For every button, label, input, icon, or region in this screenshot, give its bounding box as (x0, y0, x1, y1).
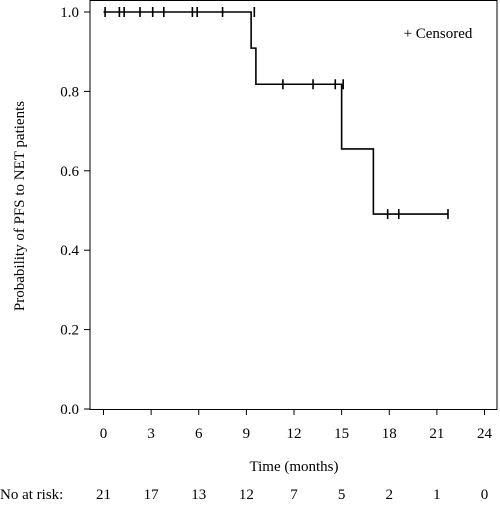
x-axis-ticks: 0 3 6 9 12 15 18 21 24 (100, 409, 493, 442)
x-tick-label: 24 (477, 426, 493, 442)
x-tick-label: 18 (382, 426, 397, 442)
risk-count: 0 (481, 487, 489, 503)
survival-step-line (103, 11, 448, 215)
y-tick-label: 0.4 (60, 243, 79, 259)
risk-count: 5 (338, 487, 346, 503)
x-tick-label: 15 (334, 426, 349, 442)
y-axis-ticks: 0.0 0.2 0.4 0.6 0.8 1.0 (60, 5, 90, 418)
x-tick-label: 0 (100, 426, 108, 442)
x-tick-label: 3 (147, 426, 155, 442)
y-tick-label: 0.2 (60, 323, 79, 339)
x-tick-label: 21 (429, 426, 444, 442)
x-tick-label: 6 (195, 426, 203, 442)
x-tick-label: 12 (287, 426, 302, 442)
censor-marks (104, 7, 449, 220)
y-tick-label: 0.6 (60, 164, 79, 180)
x-tick-label: 9 (243, 426, 251, 442)
risk-count: 12 (239, 487, 254, 503)
risk-table-label: No at risk: (0, 487, 63, 503)
x-axis-label: Time (months) (249, 459, 338, 475)
risk-count: 17 (144, 487, 160, 503)
plot-frame (89, 0, 498, 410)
risk-count: 7 (290, 487, 298, 503)
legend-censored: + Censored (404, 26, 473, 42)
y-tick-label: 1.0 (60, 5, 79, 21)
y-axis-label: Probability of PFS to NET patients (12, 101, 28, 311)
risk-count: 2 (386, 487, 394, 503)
survival-curve (103, 11, 448, 215)
risk-count: 21 (96, 487, 111, 503)
y-tick-label: 0.0 (60, 402, 79, 418)
y-tick-label: 0.8 (60, 84, 79, 100)
risk-table: 21 17 13 12 7 5 2 1 0 (96, 487, 488, 503)
risk-count: 1 (433, 487, 441, 503)
risk-count: 13 (191, 487, 206, 503)
